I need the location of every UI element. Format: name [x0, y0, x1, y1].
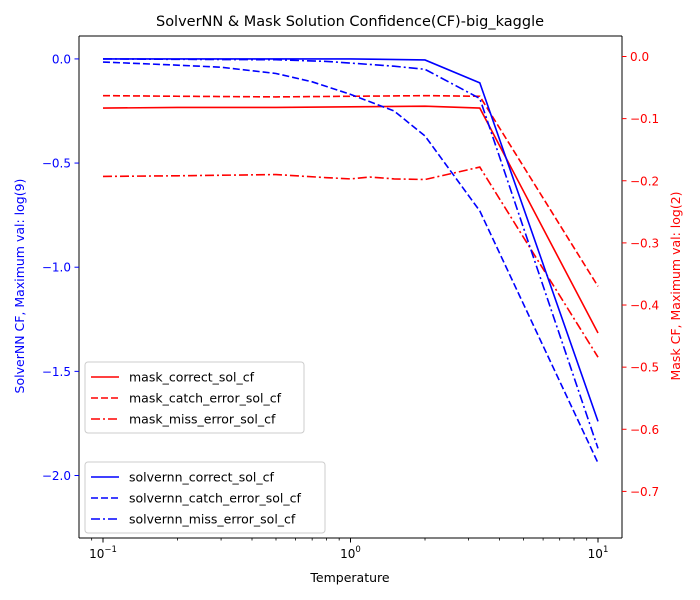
y-right-tick-label: −0.5	[630, 361, 659, 375]
chart-title: SolverNN & Mask Solution Confidence(CF)-…	[156, 14, 544, 30]
y-left-tick-label: −1.0	[42, 261, 71, 275]
y-right-tick-label: 0.0	[630, 50, 649, 64]
mask-series-mask-correct-sol-cf	[102, 105, 599, 334]
y-left-tick-label: −1.5	[42, 365, 71, 379]
legend-label: solvernn_catch_error_sol_cf	[129, 491, 301, 506]
solvernn-legend: solvernn_correct_sol_cf solvernn_catch_er…	[84, 461, 326, 534]
legend-label: mask_miss_error_sol_cf	[129, 412, 276, 427]
y-right-axis-label: Mask CF, Maximum val: log(2)	[668, 191, 683, 380]
legend-layer: mask_correct_sol_cf mask_catch_error_sol_…	[84, 361, 326, 534]
y-left-tick-label: 0.0	[52, 52, 71, 66]
legend-label: solvernn_miss_error_sol_cf	[129, 512, 296, 527]
x-tick-label-base: 10	[340, 547, 355, 561]
axes-layer: 10−1 100 1010.0−0.5−1.0−1.5−2.00.0−0.1−0.2…	[42, 35, 659, 561]
y-right-tick-label: −0.7	[630, 485, 659, 499]
solvernn-series-solvernn-catch-error-sol-cf	[102, 61, 599, 464]
legend-label: solvernn_correct_sol_cf	[129, 470, 275, 485]
y-left-axis-label: SolverNN CF, Maximum val: log(9)	[12, 179, 27, 394]
mask-legend-frame	[84, 361, 305, 434]
y-right-tick-label: −0.6	[630, 423, 659, 437]
plot-area	[102, 58, 599, 464]
x-tick-label: 10−1	[89, 545, 117, 561]
mask-legend: mask_correct_sol_cf mask_catch_error_sol_…	[84, 361, 305, 434]
x-tick-label-base: 10	[89, 547, 104, 561]
y-left-tick-label: −0.5	[42, 157, 71, 171]
x-tick-label-exponent: 0	[355, 545, 360, 555]
y-left-tick-label: −2.0	[42, 469, 71, 483]
x-tick-label: 101	[588, 545, 609, 561]
mask-series-mask-catch-error-sol-cf	[102, 94, 599, 287]
x-axis-label: Temperature	[309, 570, 389, 585]
solvernn-series-solvernn-miss-error-sol-cf	[102, 58, 599, 449]
mask-series-mask-miss-error-sol-cf	[102, 166, 599, 358]
solvernn-legend-frame	[84, 461, 326, 534]
x-tick-label: 100	[340, 545, 361, 561]
x-tick-label-exponent: −1	[104, 545, 117, 555]
legend-label: mask_correct_sol_cf	[129, 370, 255, 385]
y-right-tick-label: −0.3	[630, 236, 659, 250]
y-right-tick-label: −0.1	[630, 112, 659, 126]
legend-label: mask_catch_error_sol_cf	[129, 391, 282, 406]
x-tick-label-exponent: 1	[603, 545, 608, 555]
y-right-tick-label: −0.4	[630, 299, 659, 313]
y-right-tick-label: −0.2	[630, 174, 659, 188]
x-tick-label-base: 10	[588, 547, 603, 561]
